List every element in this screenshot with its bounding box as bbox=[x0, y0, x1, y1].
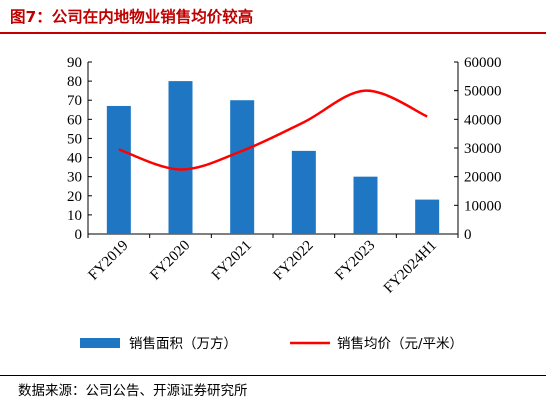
bar bbox=[415, 199, 440, 234]
right-tick-label: 0 bbox=[464, 227, 472, 243]
right-tick-label: 10000 bbox=[464, 198, 502, 214]
x-tick-label: FY2022 bbox=[271, 238, 317, 284]
bar bbox=[230, 100, 255, 234]
right-tick-label: 30000 bbox=[464, 141, 502, 157]
left-tick-label: 80 bbox=[67, 74, 82, 90]
figure-title: 图7：公司在内地物业销售均价较高 bbox=[10, 8, 254, 26]
title-rule bbox=[0, 32, 546, 34]
x-tick-label: FY2019 bbox=[86, 238, 132, 284]
chart-area: 0 10 20 30 40 50 60 70 80 90 0 10000 20000 30000 4000… bbox=[67, 55, 502, 352]
x-tick-label: FY2020 bbox=[147, 238, 193, 284]
left-tick-label: 20 bbox=[67, 189, 82, 205]
left-tick-label: 0 bbox=[75, 227, 83, 243]
source-note: 数据来源：公司公告、开源证券研究所 bbox=[18, 383, 248, 399]
legend-bar-swatch bbox=[80, 338, 120, 348]
right-tick-label: 20000 bbox=[464, 170, 502, 186]
right-tick-label: 50000 bbox=[464, 84, 502, 100]
left-tick-label: 90 bbox=[67, 55, 82, 71]
left-tick-label: 40 bbox=[67, 151, 82, 167]
left-tick-label: 30 bbox=[67, 170, 82, 186]
source-rule bbox=[0, 375, 546, 376]
right-tick-label: 60000 bbox=[464, 55, 502, 71]
bar bbox=[106, 105, 131, 234]
left-tick-label: 10 bbox=[67, 208, 82, 224]
left-tick-label: 70 bbox=[67, 93, 82, 109]
price-line bbox=[118, 89, 428, 171]
x-tick-label: FY2024H1 bbox=[381, 238, 440, 297]
bar bbox=[168, 81, 193, 234]
right-tick-label: 40000 bbox=[464, 112, 502, 128]
x-tick-label: FY2021 bbox=[209, 238, 255, 284]
legend-bar-label: 销售面积（万方） bbox=[129, 336, 237, 352]
legend-line-label: 销售均价（元/平米） bbox=[337, 336, 463, 352]
bar bbox=[353, 176, 378, 234]
left-tick-label: 50 bbox=[67, 131, 82, 147]
bar bbox=[291, 150, 316, 234]
x-tick-label: FY2023 bbox=[332, 238, 378, 284]
left-tick-label: 60 bbox=[67, 112, 82, 128]
